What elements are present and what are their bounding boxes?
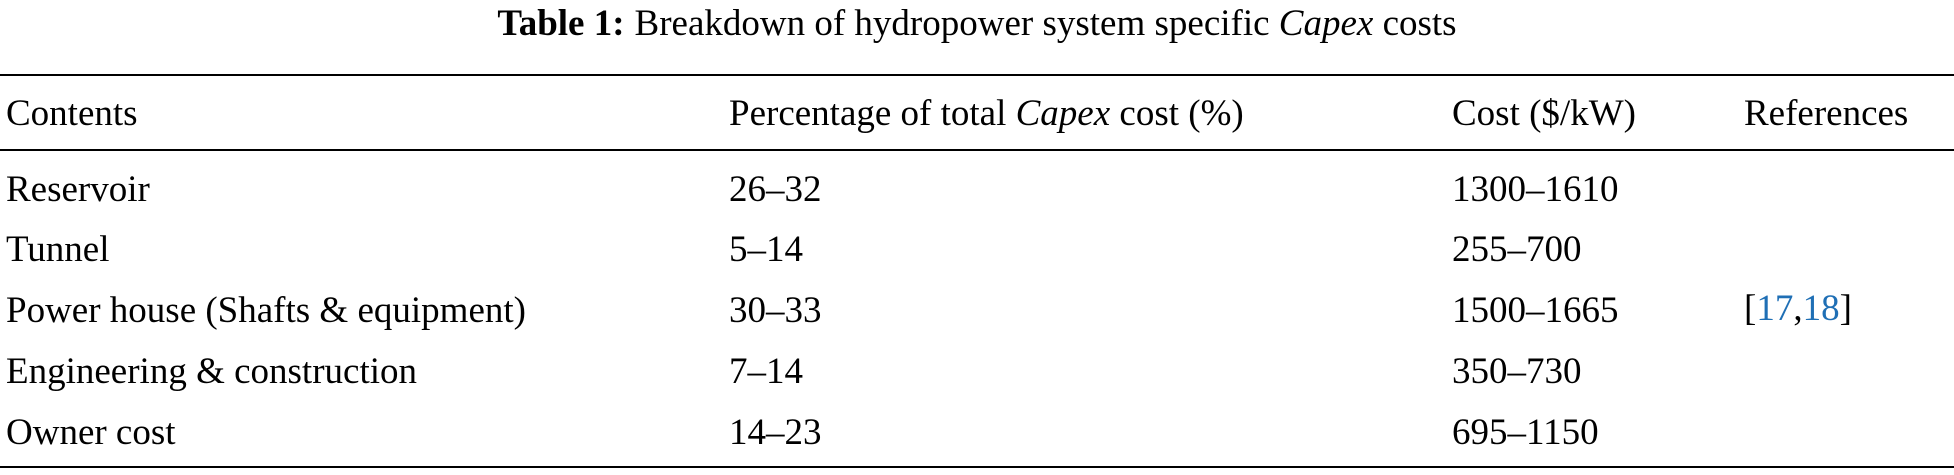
caption-text: costs — [1382, 3, 1457, 44]
table-cell: Power house (Shafts & equipment) — [6, 290, 526, 331]
table-caption: Table 1: Breakdown of hydropower system s… — [0, 0, 1954, 48]
reference-punct: , — [1793, 288, 1803, 329]
table-cell: Engineering & construction — [6, 351, 418, 392]
table-cell: 1500–1665 — [1452, 290, 1619, 331]
caption-text: Breakdown of hydropower system specific — [634, 3, 1270, 44]
table-body: Reservoir 26–32 1300–1610 [17,18] Tunnel 5–14… — [0, 150, 1954, 467]
table-row: Owner cost 14–23 695–1150 — [0, 402, 1954, 467]
table-cell: 255–700 — [1452, 229, 1582, 270]
table-row: Engineering & construction 7–14 350–730 — [0, 341, 1954, 402]
header-row: Contents Percentage of total Capex cost … — [0, 75, 1954, 150]
caption-label: Table 1: — [497, 3, 625, 44]
header-text: cost (%) — [1119, 93, 1244, 134]
table-cell: Owner cost — [6, 411, 176, 453]
reference-punct: [ — [1744, 288, 1757, 329]
header-text: Capex — [1015, 93, 1111, 134]
table-cell: Tunnel — [6, 229, 110, 270]
table-cell: 7–14 — [729, 351, 803, 392]
table-row: Reservoir 26–32 1300–1610 [17,18] — [0, 150, 1954, 330]
header-cell: Cost ($/kW) — [1452, 93, 1636, 134]
reference-punct: ] — [1839, 288, 1852, 329]
header-cell: Contents — [6, 93, 138, 134]
table: Contents Percentage of total Capex cost … — [0, 74, 1954, 468]
header-cell: Percentage of total Capex cost (%) — [729, 75, 1452, 150]
table-cell: 350–730 — [1452, 351, 1582, 392]
caption-text: Capex — [1278, 3, 1374, 44]
table-cell: 30–33 — [729, 290, 822, 331]
header-text: Percentage of total — [729, 93, 1007, 134]
reference-link[interactable]: 18 — [1802, 288, 1840, 329]
table-row: Power house (Shafts & equipment) 30–33 150… — [0, 280, 1954, 341]
table-cell: 695–1150 — [1452, 411, 1599, 453]
reference-link[interactable]: 17 — [1756, 288, 1794, 329]
table-cell: 26–32 — [729, 168, 822, 210]
table-cell: 1300–1610 — [1452, 168, 1619, 210]
table-cell: Reservoir — [6, 168, 150, 210]
table-cell: 5–14 — [729, 229, 803, 270]
table-row: Tunnel 5–14 255–700 — [0, 219, 1954, 280]
references-cell: [17,18] — [1744, 150, 1954, 467]
table-cell: 14–23 — [729, 411, 822, 453]
header-cell: References — [1744, 93, 1909, 134]
